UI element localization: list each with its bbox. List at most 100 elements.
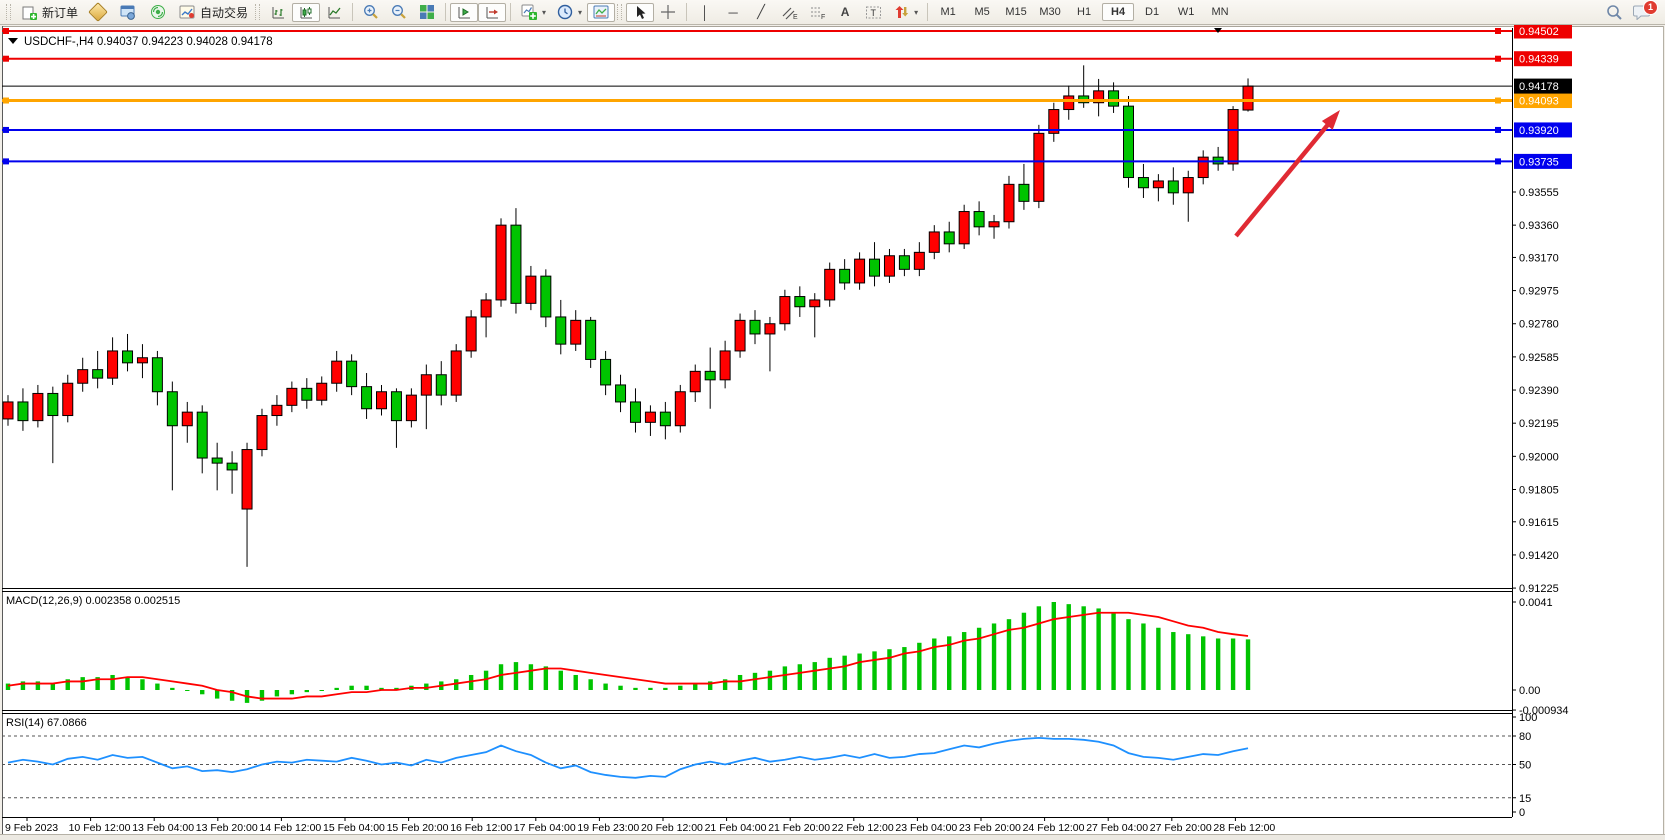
svg-text:0.91420: 0.91420 [1519, 550, 1559, 562]
line-anchor-handle [1495, 97, 1501, 104]
svg-text:10 Feb 12:00: 10 Feb 12:00 [69, 822, 131, 834]
timeframe-button-W1[interactable]: W1 [1177, 6, 1195, 18]
svg-text:0.94178: 0.94178 [1519, 81, 1559, 93]
text-button[interactable]: A [840, 5, 850, 19]
svg-text:0.94339: 0.94339 [1519, 54, 1559, 66]
svg-text:23 Feb 20:00: 23 Feb 20:00 [959, 822, 1021, 834]
svg-text:0: 0 [1519, 807, 1525, 819]
timeframe-button-H4[interactable]: H4 [1102, 3, 1135, 21]
arrows-tool-button[interactable]: ▾ [887, 2, 923, 23]
line-anchor-handle [1495, 158, 1501, 165]
svg-text:13 Feb 04:00: 13 Feb 04:00 [132, 822, 194, 834]
signal-icon[interactable] [149, 4, 167, 21]
horizontal-line-button[interactable]: ─ [728, 4, 738, 20]
time-axis[interactable]: 9 Feb 2023 10 Feb 12:00 13 Feb 04:00 13 Feb… [5, 817, 1275, 834]
timeframe-button-D1[interactable]: D1 [1145, 6, 1160, 18]
svg-text:13 Feb 20:00: 13 Feb 20:00 [196, 822, 258, 834]
svg-text:21 Feb 04:00: 21 Feb 04:00 [705, 822, 767, 834]
timeframe-button-H1[interactable]: H1 [1077, 6, 1092, 18]
svg-text:20 Feb 12:00: 20 Feb 12:00 [641, 822, 703, 834]
svg-text:0.0041: 0.0041 [1519, 597, 1553, 609]
window-bottom-strip [0, 834, 1665, 840]
new-order-icon [20, 4, 38, 21]
text-label-button[interactable]: T [859, 3, 887, 22]
svg-text:22 Feb 12:00: 22 Feb 12:00 [832, 822, 894, 834]
new-order-label: 新订单 [42, 5, 79, 20]
dropdown-caret-icon: ▾ [542, 7, 547, 17]
svg-text:23 Feb 04:00: 23 Feb 04:00 [895, 822, 957, 834]
new-order-button[interactable]: 新订单 [15, 2, 83, 23]
auto-trading-button[interactable]: 自动交易 [173, 2, 253, 23]
svg-text:F: F [821, 14, 825, 20]
chart-canvas[interactable]: 0.94502 0.94339 0.94093 0.93920 0.93735 0.941… [0, 25, 1665, 840]
svg-text:0.92390: 0.92390 [1519, 385, 1559, 397]
hline-objects[interactable] [2, 28, 1512, 165]
line-anchor-handle [1495, 126, 1501, 133]
svg-text:27 Feb 04:00: 27 Feb 04:00 [1086, 822, 1148, 834]
periods-button[interactable]: ▾ [551, 2, 587, 23]
svg-text:28 Feb 12:00: 28 Feb 12:00 [1213, 822, 1275, 834]
zoom-out-button[interactable] [385, 3, 413, 22]
last-bar-marker-icon [1214, 28, 1222, 33]
notification-badge: 1 [1643, 0, 1658, 15]
svg-text:0.93920: 0.93920 [1519, 125, 1559, 137]
line-anchor-handle [3, 55, 9, 62]
dropdown-caret-icon: ▾ [914, 7, 919, 17]
template-button[interactable] [587, 2, 616, 22]
timeframe-strip: M1 M5 M15 M30 H1 H4 D1 W1 MN [932, 3, 1236, 21]
trendline-button[interactable]: ╱ [757, 4, 765, 19]
timeframe-button-M5[interactable]: M5 [974, 6, 990, 18]
auto-trading-icon [178, 4, 196, 21]
svg-text:50: 50 [1519, 760, 1531, 772]
zoom-in-button[interactable] [357, 3, 385, 22]
timeframe-button-M30[interactable]: M30 [1039, 6, 1061, 18]
search-icon[interactable] [1605, 4, 1623, 21]
svg-text:15: 15 [1519, 793, 1531, 805]
cursor-button[interactable] [626, 2, 655, 22]
svg-text:19 Feb 23:00: 19 Feb 23:00 [577, 822, 639, 834]
svg-text:0.93360: 0.93360 [1519, 220, 1559, 232]
fibonacci-button[interactable]: F [803, 3, 831, 22]
toolbar-grip[interactable] [617, 4, 623, 20]
line-chart-button[interactable] [320, 3, 348, 22]
svg-text:15 Feb 20:00: 15 Feb 20:00 [387, 822, 449, 834]
svg-text:0.92195: 0.92195 [1519, 418, 1559, 430]
toolbar: 新订单 自动交易 [0, 0, 1665, 25]
line-anchor-handle [3, 158, 9, 165]
vertical-line-button[interactable]: │ [701, 4, 710, 20]
svg-text:0.00: 0.00 [1519, 685, 1540, 697]
crosshair-button[interactable] [654, 3, 682, 22]
svg-text:27 Feb 20:00: 27 Feb 20:00 [1150, 822, 1212, 834]
candlestick-chart-button[interactable] [292, 2, 321, 22]
chart-bg [2, 26, 1663, 834]
svg-text:21 Feb 20:00: 21 Feb 20:00 [768, 822, 830, 834]
svg-text:0.92975: 0.92975 [1519, 286, 1559, 298]
auto-scroll-button[interactable] [450, 2, 479, 22]
svg-text:24 Feb 12:00: 24 Feb 12:00 [1023, 822, 1085, 834]
svg-text:80: 80 [1519, 731, 1531, 743]
toolbar-grip[interactable] [6, 4, 11, 20]
svg-text:0.91805: 0.91805 [1519, 484, 1559, 496]
candles-layer [2, 65, 1254, 567]
svg-text:17 Feb 04:00: 17 Feb 04:00 [514, 822, 576, 834]
market-watch-icon[interactable] [119, 4, 137, 21]
timeframe-button-M15[interactable]: M15 [1005, 6, 1027, 18]
price-axis[interactable]: 0.93555 0.93360 0.93170 0.92975 0.92780 0.925… [1512, 187, 1559, 595]
auto-trading-label: 自动交易 [200, 5, 249, 20]
add-indicator-button[interactable]: ▾ [515, 2, 551, 23]
equidistant-channel-button[interactable]: E [775, 3, 803, 22]
annotation-arrow[interactable] [1234, 110, 1340, 238]
dropdown-caret-icon: ▾ [578, 7, 583, 17]
rsi-label: RSI(14) 67.0866 [6, 717, 87, 729]
chart-shift-button[interactable] [478, 2, 507, 22]
gem-icon[interactable] [88, 2, 108, 22]
bar-chart-button[interactable] [264, 3, 292, 22]
svg-text:0.91615: 0.91615 [1519, 517, 1559, 529]
line-anchor-handle [1495, 28, 1501, 34]
timeframe-button-M1[interactable]: M1 [940, 6, 956, 18]
timeframe-button-MN[interactable]: MN [1211, 6, 1229, 18]
chat-notification-icon[interactable]: 1 [1633, 0, 1658, 21]
toolbar-grip[interactable] [255, 4, 261, 20]
svg-text:100: 100 [1519, 712, 1537, 724]
tile-windows-button[interactable] [413, 3, 441, 22]
